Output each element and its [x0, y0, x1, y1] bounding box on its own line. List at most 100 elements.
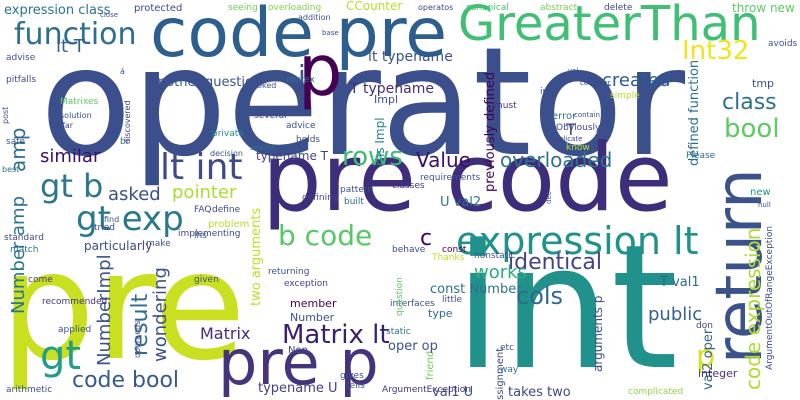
cloud-word: val	[568, 67, 579, 75]
cloud-word: code expression	[741, 227, 765, 390]
cloud-word: several	[254, 111, 287, 121]
cloud-word: overloaded	[500, 148, 613, 172]
cloud-word: pre	[0, 220, 246, 394]
cloud-word: typename U	[258, 381, 338, 396]
cloud-word: protected	[134, 3, 183, 14]
cloud-word: Matrix lt	[282, 320, 390, 350]
cloud-word: know	[566, 143, 590, 153]
cloud-word: throw new	[732, 1, 795, 15]
cloud-word: tmp	[752, 77, 775, 90]
cloud-word: holds	[296, 135, 321, 145]
cloud-word: operatos	[418, 3, 454, 12]
cloud-word: Obviously	[556, 123, 601, 133]
cloud-word: const	[442, 245, 467, 255]
cloud-word: class	[722, 90, 777, 115]
cloud-word: arguments p	[591, 295, 605, 372]
cloud-word: expression lt	[456, 219, 699, 263]
cloud-word: bool	[724, 114, 780, 144]
cloud-word: Matrix	[200, 324, 251, 343]
cloud-word: etc	[500, 343, 515, 353]
cloud-word: p	[696, 339, 716, 374]
cloud-word: decision	[210, 149, 243, 158]
cloud-word: come	[28, 275, 53, 285]
cloud-word: problem	[208, 219, 250, 230]
cloud-word: expression class	[4, 3, 111, 18]
cloud-word: little	[442, 295, 463, 305]
cloud-word: val2 oper	[701, 328, 716, 390]
cloud-word: question	[395, 277, 405, 316]
cloud-word: friend	[425, 350, 436, 380]
cloud-word: cols	[516, 282, 564, 310]
cloud-word: T	[566, 120, 576, 139]
cloud-word: Thanks	[432, 253, 465, 263]
cloud-word: base	[322, 29, 339, 37]
cloud-word: returning	[268, 267, 310, 277]
cloud-word: Impl	[374, 93, 398, 106]
cloud-word: abstract	[540, 3, 578, 13]
cloud-word: Matrixes	[60, 97, 99, 107]
cloud-word: requirements	[420, 173, 481, 183]
cloud-word: wondering	[150, 267, 171, 362]
cloud-word: c	[420, 226, 433, 251]
cloud-word: simple	[610, 91, 640, 101]
cloud-word: asked	[108, 184, 161, 205]
cloud-word: j	[298, 59, 306, 92]
cloud-word: int	[454, 207, 679, 400]
cloud-word: addition	[298, 13, 331, 22]
cloud-word: NumberImpl	[94, 254, 115, 366]
cloud-word: T val1	[660, 275, 700, 290]
cloud-word: advise	[6, 53, 36, 63]
cloud-word: null	[758, 201, 771, 209]
cloud-word: far	[62, 121, 74, 130]
cloud-word: val1 U	[432, 385, 474, 400]
cloud-word: public	[648, 304, 703, 325]
cloud-word: tells	[346, 381, 365, 391]
cloud-word: ArgumentException	[382, 385, 471, 395]
cloud-word: static	[386, 327, 411, 337]
cloud-word: match	[10, 245, 39, 255]
cloud-word: complicated	[628, 387, 684, 397]
cloud-word: const Number	[430, 282, 522, 297]
cloud-word: gives	[340, 371, 364, 381]
cloud-word: delete	[604, 3, 633, 13]
cloud-word: takes two	[508, 385, 571, 400]
cloud-word: previously defined	[483, 72, 498, 192]
cloud-word: FAQ	[194, 205, 212, 215]
cloud-word: b code	[278, 219, 373, 252]
cloud-word: function	[14, 17, 137, 52]
cloud-word: pre p	[218, 326, 379, 399]
cloud-word: given	[194, 275, 219, 285]
cloud-word: applied	[58, 325, 92, 335]
cloud-word: created	[602, 70, 671, 91]
cloud-word: two arguments	[249, 207, 264, 306]
cloud-word: standard	[4, 233, 44, 243]
cloud-word: avoids	[768, 39, 798, 49]
cloud-word: way	[500, 365, 519, 375]
cloud-word: operator	[40, 16, 686, 190]
cloud-word: typename T	[256, 149, 328, 163]
cloud-word: particularly	[84, 239, 153, 253]
cloud-word: pointer	[172, 182, 237, 203]
cloud-word: error	[552, 111, 577, 122]
cloud-word: seeing	[228, 3, 258, 13]
cloud-word: gt	[40, 333, 82, 379]
cloud-word: nonstatic	[474, 251, 516, 261]
cloud-word: Please	[686, 151, 716, 161]
cloud-word: member	[290, 297, 337, 310]
cloud-word: rhs Impl	[373, 117, 387, 166]
cloud-word: CCounter	[346, 0, 403, 13]
cloud-word: classes	[392, 181, 425, 191]
cloud-word: T'	[158, 89, 166, 98]
cloud-word: oper op	[388, 339, 438, 354]
cloud-word: dec	[545, 191, 553, 204]
cloud-word: inc	[540, 87, 554, 97]
cloud-word: safe	[6, 137, 25, 147]
cloud-word: Non	[288, 345, 308, 356]
cloud-word: operands	[133, 320, 142, 358]
cloud-word: lt int	[160, 147, 243, 188]
cloud-word: another question	[150, 75, 262, 90]
cloud-word: GreaterThan	[458, 0, 761, 52]
cloud-word: new	[750, 187, 771, 198]
cloud-word: U val2	[440, 195, 482, 210]
